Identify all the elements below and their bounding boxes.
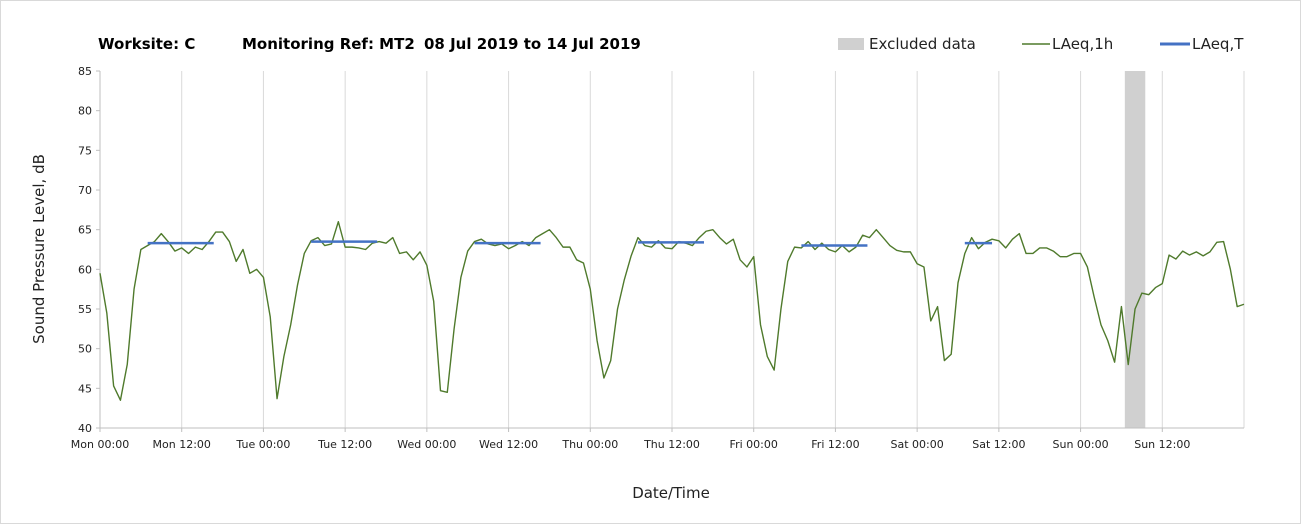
x-tick-label-7: Thu 12:00 [643, 438, 700, 451]
x-tick-label-9: Fri 12:00 [811, 438, 859, 451]
y-tick-label-2: 50 [78, 343, 92, 356]
y-tick-label-7: 75 [78, 144, 92, 157]
y-tick-label-4: 60 [78, 263, 92, 276]
x-tick-label-1: Mon 12:00 [153, 438, 211, 451]
y-tick-label-5: 65 [78, 224, 92, 237]
x-tick-label-10: Sat 00:00 [891, 438, 944, 451]
y-tick-label-9: 85 [78, 65, 92, 78]
grid-layer [181, 71, 1245, 428]
axes-layer [96, 70, 1244, 432]
legend-excluded-label: Excluded data [869, 35, 976, 53]
legend-excluded-swatch [838, 38, 864, 50]
y-tick-label-3: 55 [78, 303, 92, 316]
y-tick-label-8: 80 [78, 105, 92, 118]
excluded-data-layer [1124, 71, 1146, 428]
x-tick-label-3: Tue 12:00 [317, 438, 372, 451]
y-tick-label-1: 45 [78, 382, 92, 395]
y-axis-label: Sound Pressure Level, dB [30, 154, 48, 344]
legend: Excluded data LAeq,1h LAeq,T [838, 35, 1244, 53]
x-axis-label: Date/Time [632, 484, 710, 502]
x-tick-label-5: Wed 12:00 [479, 438, 538, 451]
x-tick-label-6: Thu 00:00 [561, 438, 618, 451]
x-tick-label-4: Wed 00:00 [397, 438, 456, 451]
x-tick-label-13: Sun 12:00 [1134, 438, 1190, 451]
x-tick-label-2: Tue 00:00 [235, 438, 290, 451]
series-layer [99, 221, 1245, 401]
x-tick-label-11: Sat 12:00 [972, 438, 1025, 451]
x-tick-label-8: Fri 00:00 [730, 438, 778, 451]
legend-laeqt-label: LAeq,T [1192, 35, 1244, 53]
x-tick-label-12: Sun 00:00 [1053, 438, 1109, 451]
tick-labels-layer: 40 45 50 55 60 65 70 75 80 85 Mon 00:00 Mon 12:00 Tu… [71, 65, 1191, 451]
chart-title-date-range: 08 Jul 2019 to 14 Jul 2019 [424, 35, 641, 53]
x-tick-label-0: Mon 00:00 [71, 438, 129, 451]
legend-laeq1h-label: LAeq,1h [1052, 35, 1113, 53]
y-tick-label-0: 40 [78, 422, 92, 435]
chart-title-monitoring-ref: Monitoring Ref: MT2 [242, 35, 415, 53]
y-tick-label-6: 70 [78, 184, 92, 197]
chart-title-worksite: Worksite: C [98, 35, 195, 53]
excluded-range-0 [1124, 71, 1146, 428]
